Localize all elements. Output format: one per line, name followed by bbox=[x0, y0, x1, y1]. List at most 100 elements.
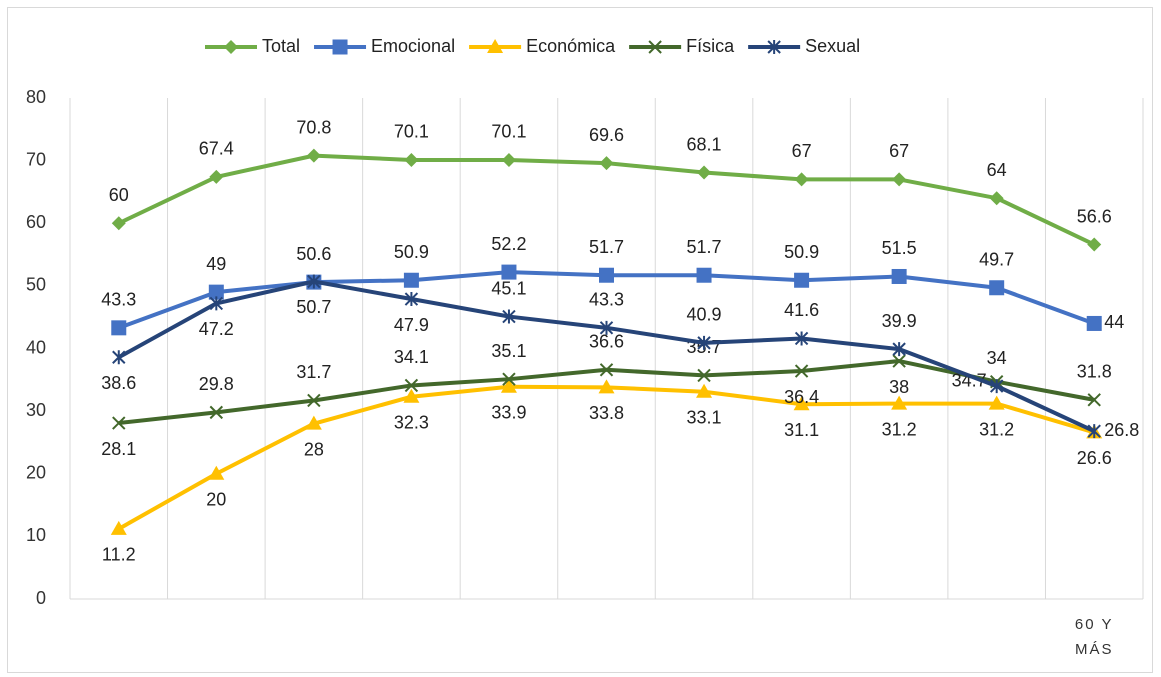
data-label: 50.9 bbox=[394, 242, 429, 262]
marker bbox=[697, 165, 712, 180]
marker bbox=[209, 296, 224, 311]
data-label: 11.2 bbox=[102, 545, 136, 565]
marker bbox=[598, 379, 615, 394]
data-label: 47.9 bbox=[394, 315, 429, 335]
data-label: 38.6 bbox=[101, 373, 136, 393]
data-label: 70.1 bbox=[394, 122, 429, 142]
data-label: 51.5 bbox=[882, 238, 917, 258]
marker bbox=[891, 268, 907, 284]
marker bbox=[502, 309, 516, 324]
marker bbox=[305, 415, 322, 430]
data-label: 33.8 bbox=[589, 403, 624, 423]
marker bbox=[599, 267, 614, 283]
marker bbox=[208, 284, 224, 300]
data-label: 50.7 bbox=[296, 297, 331, 317]
marker bbox=[794, 364, 809, 378]
marker bbox=[767, 40, 781, 54]
marker bbox=[697, 368, 711, 383]
data-label: 67 bbox=[889, 141, 909, 161]
y-tick-label: 20 bbox=[26, 463, 46, 483]
data-label: 68.1 bbox=[687, 134, 722, 154]
marker bbox=[599, 320, 614, 335]
data-label: 32.3 bbox=[394, 412, 429, 432]
marker bbox=[1087, 393, 1101, 407]
marker bbox=[989, 191, 1004, 206]
marker bbox=[501, 152, 516, 167]
data-label: 29.8 bbox=[199, 374, 234, 394]
data-label: 70.8 bbox=[296, 117, 331, 137]
data-label: 31.2 bbox=[979, 419, 1014, 439]
y-tick-label: 30 bbox=[26, 400, 46, 420]
marker bbox=[224, 40, 238, 54]
y-tick-label: 10 bbox=[26, 525, 46, 545]
legend-label: Emocional bbox=[371, 36, 455, 56]
marker bbox=[892, 172, 907, 187]
data-label: 64 bbox=[987, 160, 1007, 180]
data-label: 50.6 bbox=[296, 244, 331, 264]
marker bbox=[306, 148, 321, 163]
marker bbox=[332, 39, 348, 55]
data-label: 50.9 bbox=[784, 242, 819, 262]
marker bbox=[404, 378, 419, 393]
series: 38.6 47.2 50.7 47.9 45.1 43.3 40.9 41.6 39.9 34 26… bbox=[101, 274, 1139, 440]
legend-label: Física bbox=[686, 36, 735, 56]
data-label: 47.2 bbox=[199, 319, 234, 339]
data-label: 34.1 bbox=[394, 347, 429, 367]
marker bbox=[111, 216, 126, 231]
data-label: 52.2 bbox=[491, 234, 526, 254]
data-label: 34 bbox=[987, 348, 1007, 368]
marker bbox=[599, 363, 614, 377]
data-label: 33.1 bbox=[687, 407, 722, 427]
marker bbox=[487, 39, 504, 53]
data-label: 38 bbox=[889, 377, 909, 397]
marker bbox=[648, 40, 662, 54]
marker bbox=[1087, 237, 1102, 252]
data-label: 34.7 bbox=[952, 370, 987, 390]
y-tick-label: 0 bbox=[36, 588, 46, 608]
data-label: 67.4 bbox=[199, 139, 234, 159]
data-label: 67 bbox=[792, 141, 812, 161]
data-label: 49.7 bbox=[979, 250, 1014, 270]
marker bbox=[111, 320, 127, 336]
data-label: 69.6 bbox=[589, 125, 624, 145]
legend: Total Emocional Económica Física Sexual bbox=[205, 36, 860, 56]
data-label: 26.6 bbox=[1077, 448, 1112, 468]
marker bbox=[307, 274, 321, 289]
marker bbox=[403, 388, 420, 403]
series: 43.3 49 50.6 50.9 52.2 51.7 51.7 50.9 51.5 49.7 44 bbox=[101, 234, 1124, 336]
marker bbox=[892, 354, 906, 368]
data-label: 40.9 bbox=[687, 305, 722, 325]
marker bbox=[794, 331, 809, 346]
marker bbox=[112, 416, 126, 430]
data-label: 45.1 bbox=[491, 278, 526, 298]
data-label: 31.7 bbox=[296, 362, 331, 382]
marker bbox=[501, 264, 517, 280]
marker bbox=[502, 372, 516, 386]
data-label: 51.7 bbox=[687, 237, 722, 257]
data-label: 39.9 bbox=[882, 311, 917, 331]
data-label: 43.3 bbox=[101, 290, 136, 310]
data-label: 28 bbox=[304, 439, 324, 459]
marker bbox=[988, 395, 1005, 410]
data-label: 20 bbox=[206, 490, 226, 510]
marker bbox=[696, 383, 713, 398]
marker bbox=[404, 152, 419, 167]
marker bbox=[403, 272, 419, 288]
legend-label: Sexual bbox=[805, 36, 860, 56]
marker bbox=[307, 393, 321, 408]
marker bbox=[209, 169, 224, 184]
x-tick-label: 60 Y MÁS bbox=[1075, 616, 1114, 658]
legend-label: Total bbox=[262, 36, 300, 56]
legend-label: Económica bbox=[526, 36, 616, 56]
data-label: 28.1 bbox=[101, 439, 136, 459]
data-label: 36.6 bbox=[589, 332, 624, 352]
data-label: 49 bbox=[206, 254, 226, 274]
chart-border bbox=[7, 7, 1153, 673]
marker bbox=[794, 172, 809, 187]
data-label: 35.1 bbox=[491, 341, 526, 361]
marker bbox=[110, 520, 127, 535]
data-label: 56.6 bbox=[1077, 206, 1112, 226]
data-label: 70.1 bbox=[491, 122, 526, 142]
data-label: 44 bbox=[1104, 312, 1124, 332]
data-label: 41.6 bbox=[784, 300, 819, 320]
